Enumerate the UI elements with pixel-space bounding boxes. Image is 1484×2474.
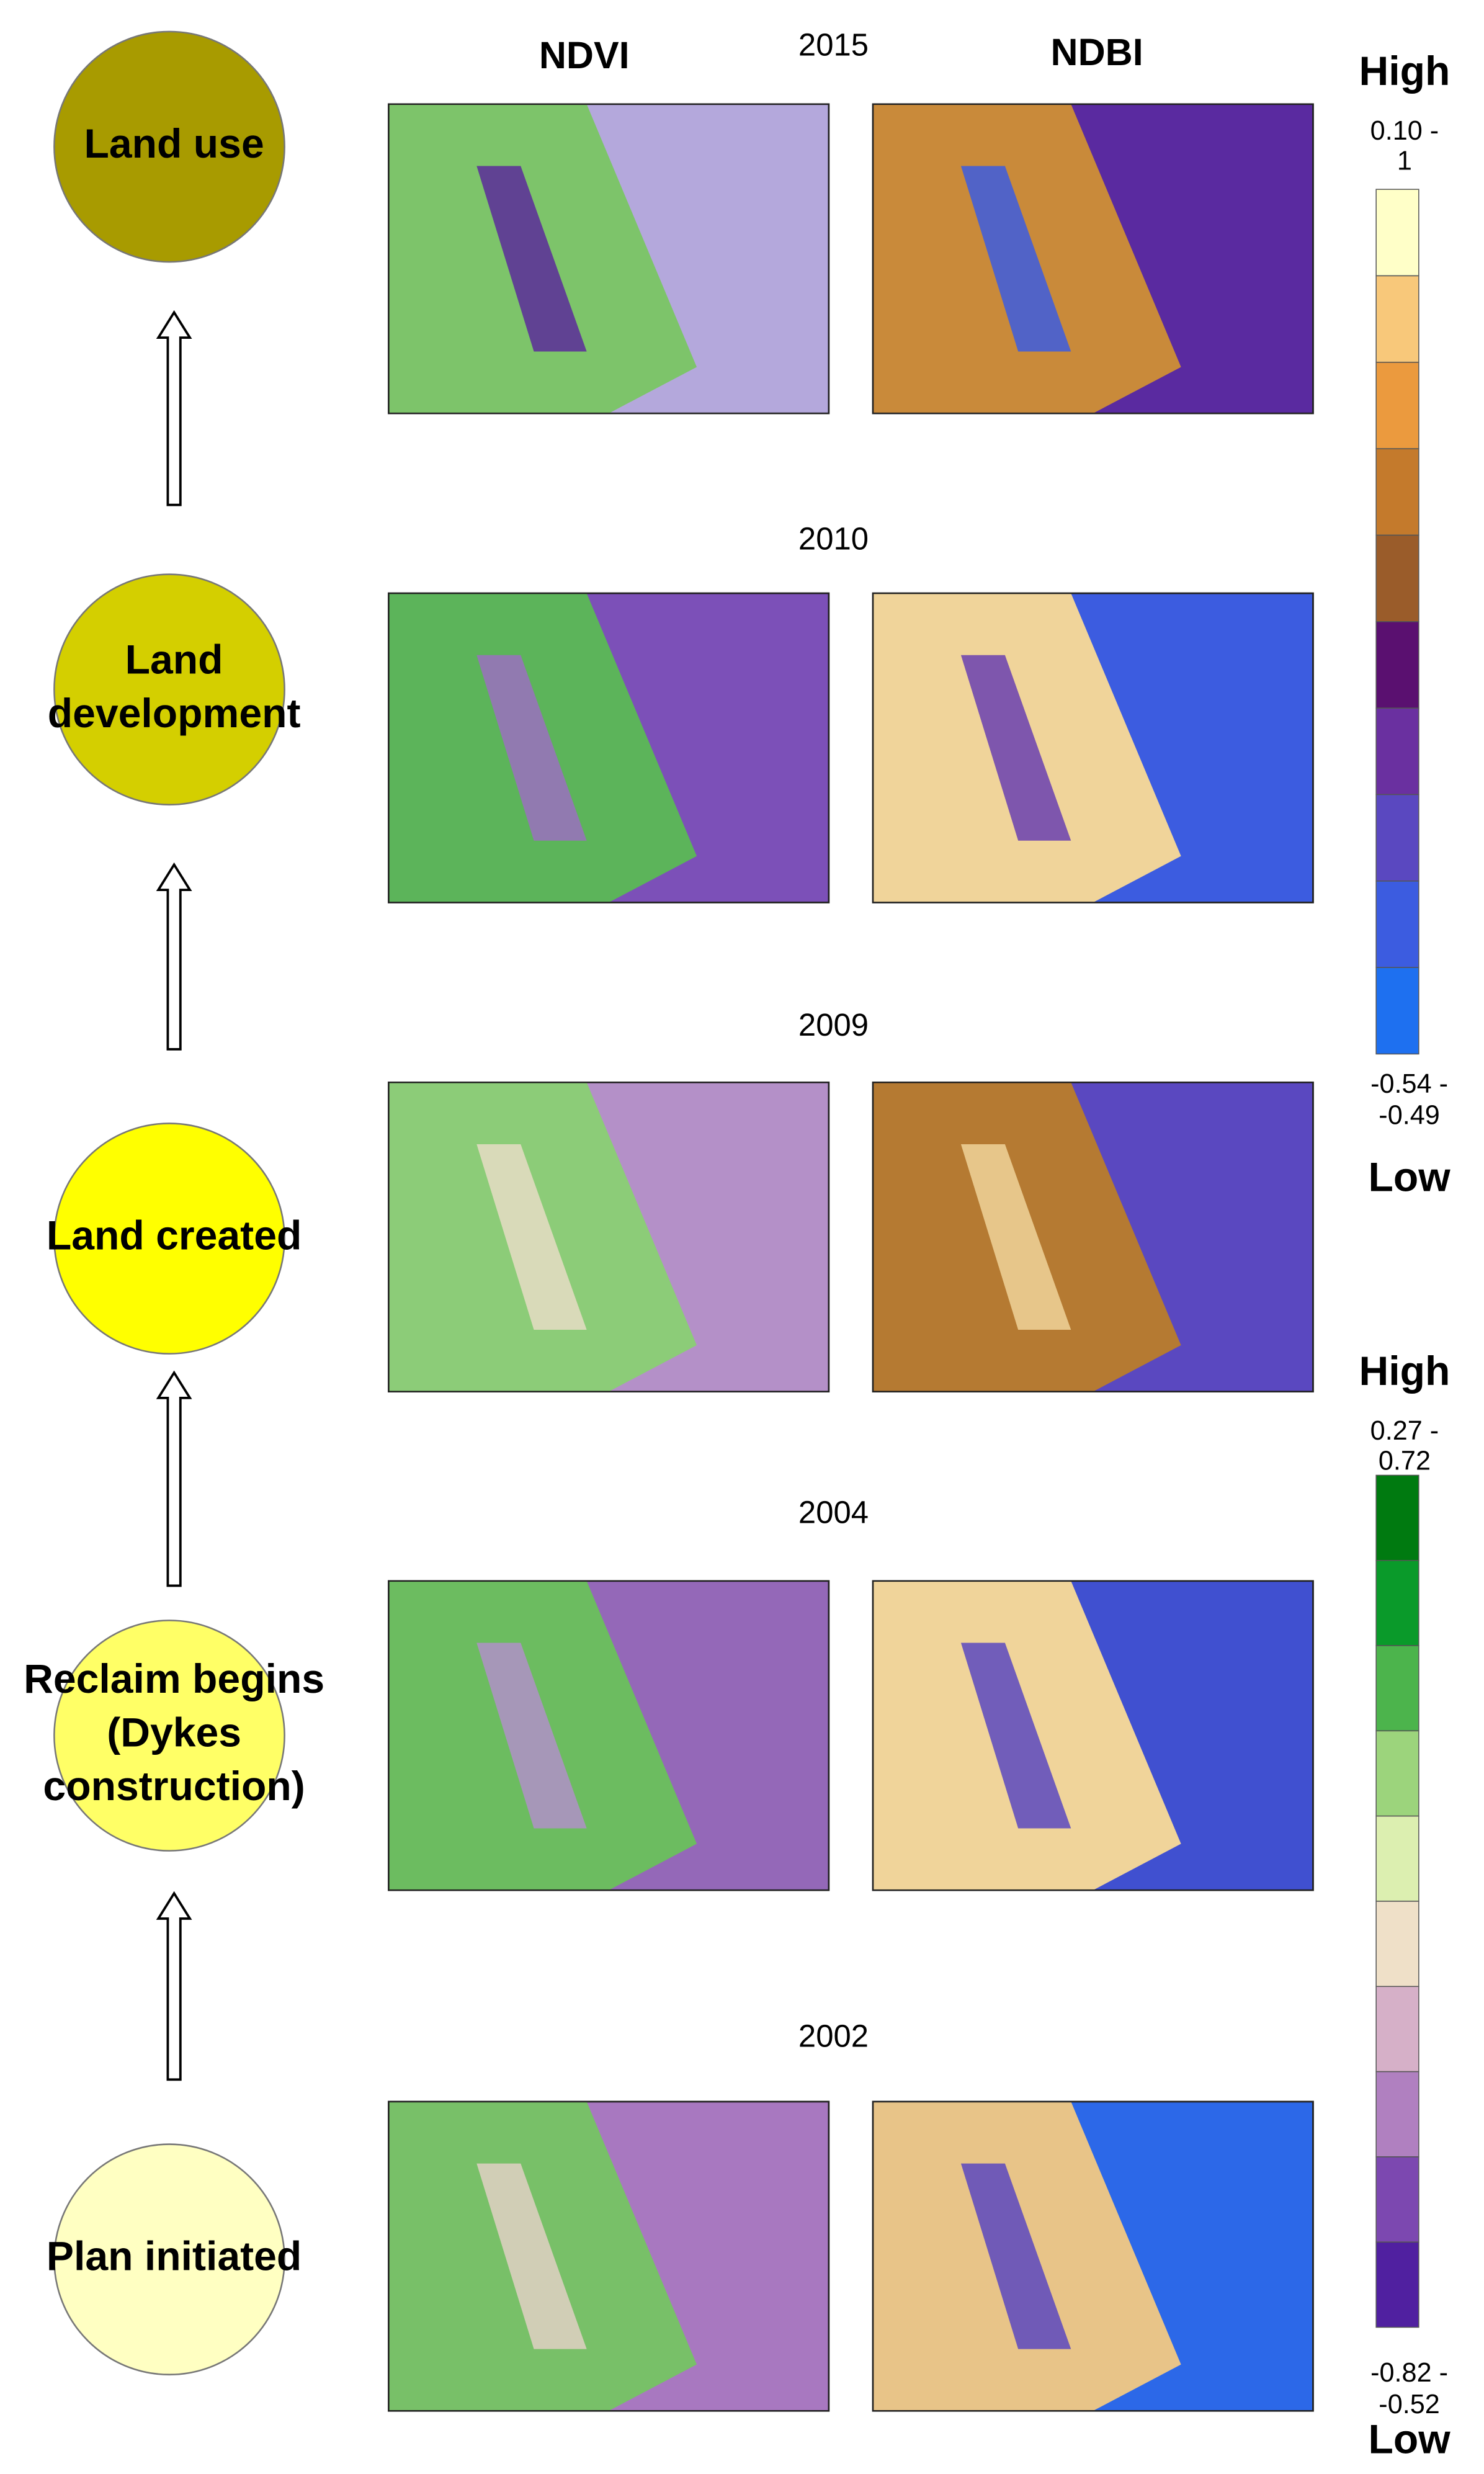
stage-label: development bbox=[48, 691, 301, 737]
stage-label: Plan initiated bbox=[47, 2234, 302, 2280]
legend-swatch bbox=[1375, 967, 1419, 1055]
legend-swatch bbox=[1375, 275, 1419, 363]
legend-swatch bbox=[1375, 1986, 1419, 2073]
legend-swatch bbox=[1375, 362, 1419, 449]
legend-swatch bbox=[1375, 1730, 1419, 1817]
stage-label: Land bbox=[125, 637, 223, 683]
map-frame bbox=[388, 1580, 830, 1891]
map-feature bbox=[476, 655, 587, 841]
column-header: NDVI bbox=[539, 34, 630, 76]
stage-circle bbox=[53, 2143, 285, 2376]
legend-low: Low bbox=[1368, 2417, 1450, 2463]
legend-swatch bbox=[1375, 707, 1419, 796]
legend-swatch bbox=[1375, 621, 1419, 709]
stage-label: Reclaim begins bbox=[24, 1656, 324, 1702]
stage-label: Land created bbox=[47, 1213, 302, 1259]
map-feature bbox=[960, 2163, 1071, 2349]
legend-swatch bbox=[1375, 881, 1419, 968]
map-frame bbox=[872, 1580, 1314, 1891]
stage-label: Land use bbox=[84, 121, 264, 167]
map-frame bbox=[388, 2100, 830, 2412]
column-header: NDBI bbox=[1051, 31, 1143, 73]
stage-label: construction) bbox=[43, 1764, 305, 1809]
legend-swatch bbox=[1375, 189, 1419, 277]
map-frame bbox=[872, 1082, 1314, 1392]
arrow bbox=[156, 862, 192, 1051]
legend-max-label: 0.27 - bbox=[1370, 1416, 1439, 1446]
legend-swatch bbox=[1375, 2241, 1419, 2328]
legend-swatch bbox=[1375, 534, 1419, 622]
legend-swatch bbox=[1375, 1901, 1419, 1988]
arrow bbox=[156, 1891, 192, 2081]
legend-swatch bbox=[1375, 1815, 1419, 1902]
arrow bbox=[156, 1370, 192, 1587]
legend-swatch bbox=[1375, 1559, 1419, 1646]
legend-max-label: 0.10 - bbox=[1370, 116, 1439, 146]
legend-min-label: -0.82 - bbox=[1370, 2358, 1448, 2388]
legend-swatch bbox=[1375, 1645, 1419, 1732]
year-label: 2004 bbox=[798, 1494, 869, 1530]
stage-circle bbox=[53, 1123, 285, 1355]
map-frame bbox=[388, 103, 830, 415]
legend-max-label: 0.72 bbox=[1379, 1446, 1431, 1476]
legend-min-label: -0.49 bbox=[1379, 1101, 1440, 1131]
stage-label: (Dykes bbox=[107, 1710, 241, 1755]
legend-max-label: 1 bbox=[1397, 146, 1412, 176]
map-feature bbox=[960, 166, 1071, 352]
legend-swatch bbox=[1375, 1474, 1419, 1561]
legend-swatch bbox=[1375, 2156, 1419, 2243]
legend-min-label: -0.54 - bbox=[1370, 1069, 1448, 1099]
legend-low: Low bbox=[1368, 1154, 1450, 1200]
map-feature bbox=[476, 1643, 587, 1829]
map-feature bbox=[476, 2163, 587, 2349]
legend-high: High bbox=[1359, 1348, 1450, 1394]
arrow bbox=[156, 310, 192, 506]
year-label: 2002 bbox=[798, 2019, 869, 2054]
stage-circle bbox=[53, 573, 285, 806]
legend-swatch bbox=[1375, 448, 1419, 536]
map-frame bbox=[388, 592, 830, 903]
legend-swatch bbox=[1375, 794, 1419, 882]
legend-swatch bbox=[1375, 2071, 1419, 2158]
year-label: 2009 bbox=[798, 1007, 869, 1042]
map-frame bbox=[388, 1082, 830, 1392]
map-feature bbox=[476, 1144, 587, 1330]
legend-high: High bbox=[1359, 48, 1450, 94]
map-frame bbox=[872, 2100, 1314, 2412]
map-feature bbox=[476, 166, 587, 352]
stage-circle bbox=[53, 1620, 285, 1852]
year-label: 2015 bbox=[798, 27, 869, 63]
year-label: 2010 bbox=[798, 521, 869, 557]
map-feature bbox=[960, 1144, 1071, 1330]
map-frame bbox=[872, 592, 1314, 903]
map-feature bbox=[960, 1643, 1071, 1829]
stage-circle bbox=[53, 30, 285, 263]
legend-min-label: -0.52 bbox=[1379, 2390, 1440, 2419]
map-feature bbox=[960, 655, 1071, 841]
map-frame bbox=[872, 103, 1314, 415]
